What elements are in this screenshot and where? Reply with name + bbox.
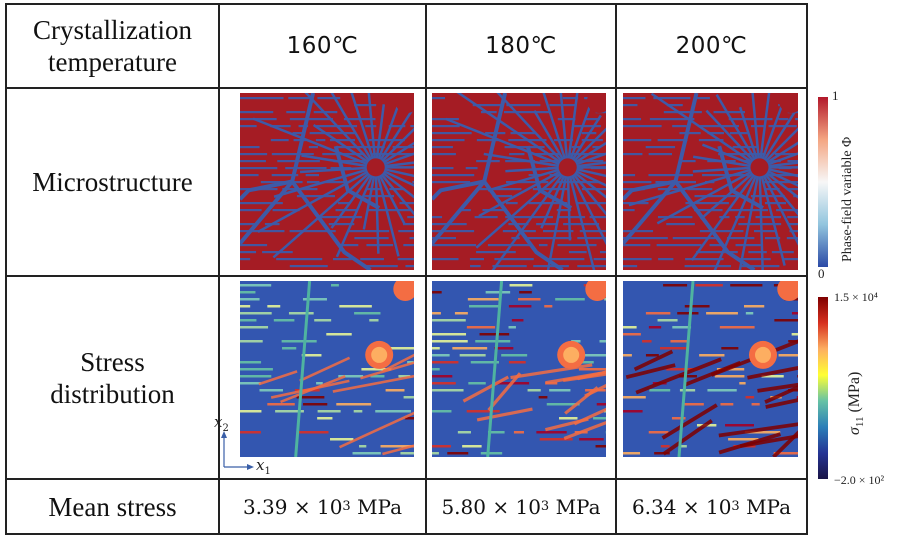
temp-200: 200℃ [675, 33, 748, 59]
stress-colorbar-max: 1.5 × 10⁴ [834, 290, 878, 304]
mean-stress-160: 3.39 × 10 3 MPa [220, 480, 425, 533]
row-label-stress-line2: distribution [50, 378, 175, 409]
axis-x2-sub: 2 [222, 423, 229, 434]
stress-160-image [240, 281, 414, 457]
table-bottom-border [5, 533, 808, 535]
mean-200-base: 10 [705, 494, 732, 519]
stress-colorbar-title: σ11 (MPa) [846, 372, 866, 435]
header-label: Crystallization temperature [7, 5, 218, 87]
mean-200-times: × [682, 494, 700, 519]
stress-colorbar [818, 297, 828, 479]
axis-x2-label: x2 [214, 413, 229, 434]
axis-arrows-icon [221, 431, 254, 470]
temp-180: 180℃ [485, 33, 557, 59]
header-label-line2: temperature [48, 47, 177, 77]
mean-180-times: × [492, 494, 510, 519]
row-label-stress-line1: Stress [80, 346, 145, 377]
microstructure-row-border [5, 275, 808, 277]
mean-160-unit: MPa [357, 494, 403, 519]
mean-stress-200: 6.34 × 10 3 MPa [617, 480, 806, 533]
mean-200-exp: 3 [731, 499, 740, 514]
mean-180-base: 10 [515, 494, 541, 519]
phase-colorbar-max: 1 [832, 88, 839, 103]
stress-colorbar-symbol: σ [846, 427, 863, 435]
axis-x1-label: x1 [256, 456, 271, 477]
col2-border [425, 3, 427, 535]
row-label-mean: Mean stress [48, 491, 177, 522]
table-left-border [5, 3, 7, 535]
stress-colorbar-min: −2.0 × 10² [834, 473, 885, 487]
stress-200-image [623, 281, 798, 457]
axis-x1-sub: 1 [264, 466, 271, 477]
temp-160: 160℃ [286, 33, 359, 59]
header-label-line1: Crystallization [33, 15, 192, 45]
mean-stress-180: 5.80 × 10 3 MPa [427, 480, 615, 533]
mean-200-mantissa: 6.34 [631, 494, 677, 519]
row-label-microstructure: Microstructure [32, 167, 193, 197]
stress-180-image [432, 281, 606, 457]
mean-200-unit: MPa [746, 494, 792, 519]
phase-colorbar-min: 0 [818, 266, 825, 281]
mean-180-mantissa: 5.80 [441, 494, 486, 519]
microstructure-180-image [432, 93, 606, 270]
stress-colorbar-unit: (MPa) [846, 371, 863, 413]
mean-160-exp: 3 [342, 499, 351, 514]
col3-border [615, 3, 617, 535]
mean-180-unit: MPa [555, 494, 601, 519]
mean-160-base: 10 [316, 494, 343, 519]
table-right-border [806, 3, 808, 535]
mean-160-times: × [293, 494, 311, 519]
table-top-border [5, 3, 808, 5]
microstructure-200-image [623, 93, 798, 270]
axis-x2-symbol: x [214, 413, 223, 431]
header-row-border [5, 87, 808, 89]
axis-x1-symbol: x [256, 456, 265, 474]
mean-160-mantissa: 3.39 [242, 494, 288, 519]
mean-180-exp: 3 [540, 499, 550, 514]
microstructure-160-image [240, 93, 414, 270]
phase-colorbar [818, 97, 828, 267]
stress-colorbar-sub: 11 [854, 416, 867, 428]
col1-border [218, 3, 220, 535]
stress-row-border [5, 478, 808, 480]
row-label-stress: Stress distribution [7, 277, 218, 478]
phase-colorbar-title: Phase-field variable Φ [840, 136, 855, 262]
